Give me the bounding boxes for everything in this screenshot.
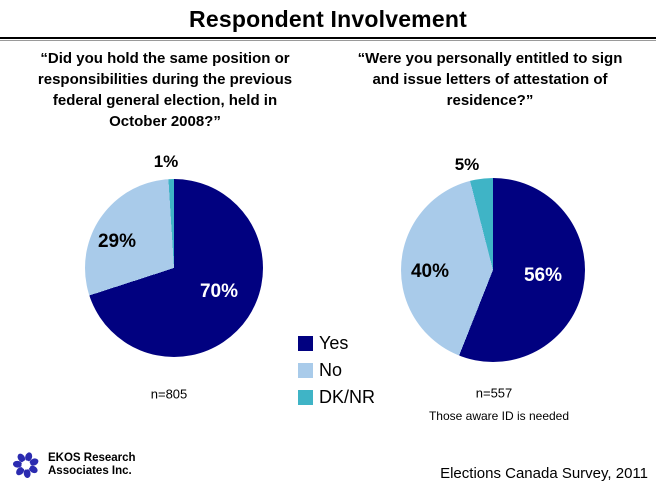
pie-right-label-dknr: 5%: [454, 155, 480, 174]
title-rule: [0, 37, 656, 39]
question-left-line: responsibilities during the previous: [37, 71, 293, 88]
org-name-line1: EKOS Research: [48, 451, 136, 464]
pie-chart-right: [401, 178, 585, 362]
pie-left-label-no: 29%: [97, 231, 137, 252]
legend-swatch-yes-icon: [298, 336, 313, 351]
legend-item-no: No: [298, 360, 375, 380]
question-right-line: residence?”: [446, 92, 534, 109]
pie-right-label-yes: 56%: [523, 265, 563, 286]
question-left-line: federal general election, held in: [52, 92, 278, 109]
legend-label-no: No: [319, 360, 343, 380]
title-rule-shadow: [0, 40, 656, 41]
ekos-logo-icon: [12, 452, 39, 479]
legend-item-yes: Yes: [298, 333, 375, 353]
pie-left-label-dknr: 1%: [153, 152, 179, 171]
legend: Yes No DK/NR: [298, 333, 376, 417]
question-right-line: and issue letters of attestation of: [372, 71, 608, 88]
pie-left-label-yes: 70%: [199, 281, 239, 302]
footer-org: EKOS Research Associates Inc.: [11, 450, 136, 480]
legend-item-dknr: DK/NR: [298, 387, 376, 407]
legend-swatch-dknr-icon: [298, 390, 313, 405]
question-left-line: “Did you hold the same position or: [40, 50, 290, 67]
survey-credit: Elections Canada Survey, 2011: [440, 465, 648, 482]
sample-size-right: n=557: [475, 385, 513, 401]
page-title: Respondent Involvement: [189, 6, 467, 32]
legend-label-dknr: DK/NR: [319, 387, 376, 407]
org-name: EKOS Research Associates Inc.: [48, 452, 136, 479]
subsample-note: Those aware ID is needed: [428, 409, 570, 423]
question-left: “Did you hold the same position or respo…: [8, 48, 322, 132]
legend-label-yes: Yes: [319, 333, 349, 353]
legend-swatch-no-icon: [298, 363, 313, 378]
sample-size-left: n=805: [150, 386, 188, 402]
question-right-line: “Were you personally entitled to sign: [357, 50, 623, 67]
pie-right-label-no: 40%: [410, 261, 450, 282]
question-left-line: October 2008?”: [109, 113, 221, 130]
org-name-line2: Associates Inc.: [48, 465, 132, 477]
question-right: “Were you personally entitled to sign an…: [332, 48, 648, 111]
pie-chart-left: [85, 179, 263, 357]
